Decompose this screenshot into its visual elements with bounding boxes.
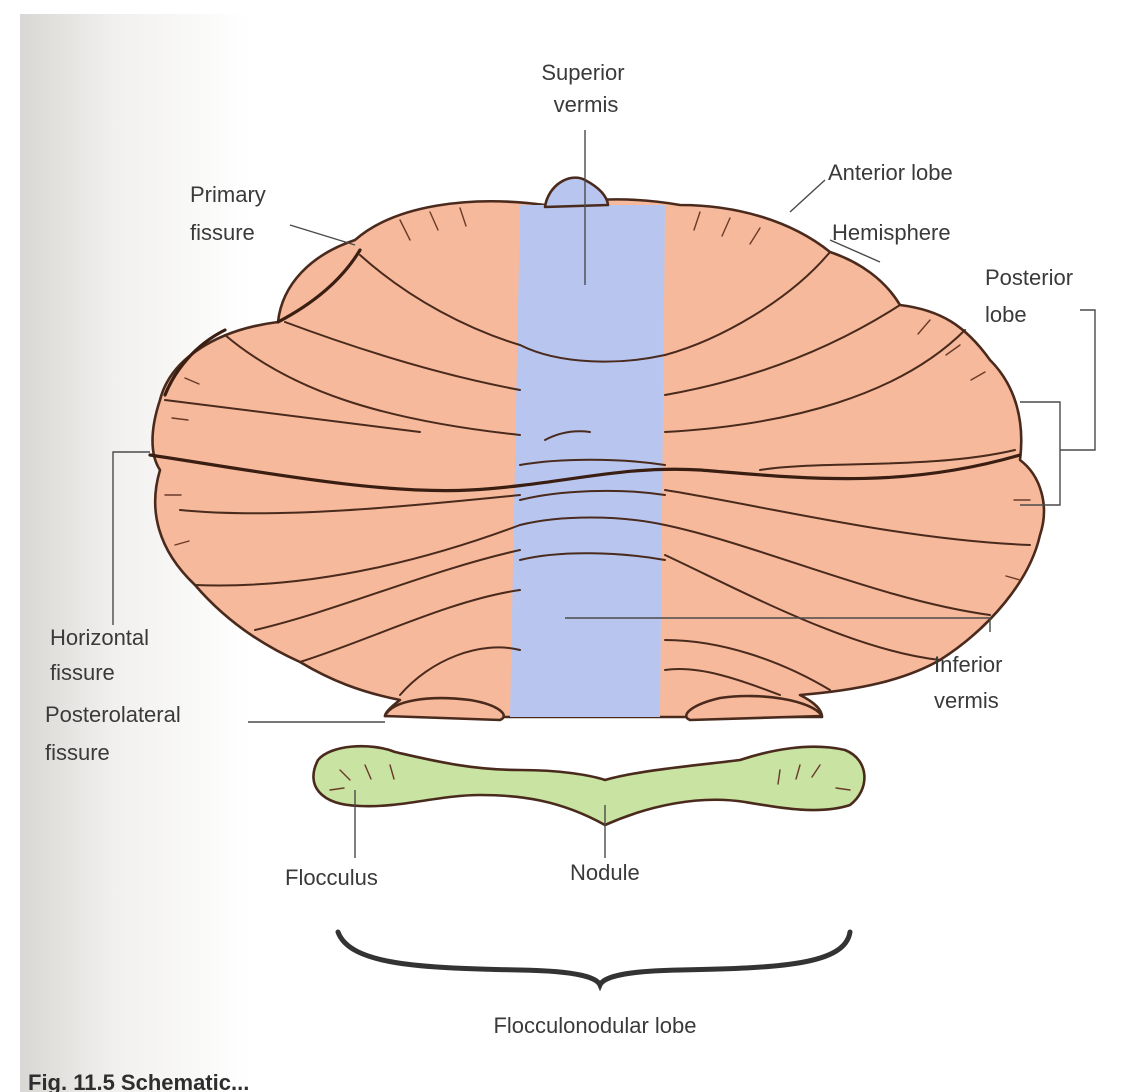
flocculus-notches [329,764,851,791]
vermis-fold-line [519,552,666,561]
margin-notches [164,207,1031,581]
inferior-vermis-leader [565,617,991,632]
fold-line [254,549,521,631]
vermis-fold-line [544,430,591,441]
label-superior-vermis: Superior vermis [541,60,630,117]
fold-line [664,489,1031,546]
flocculonodular-brace [335,929,853,992]
vermis-lower-bump [510,680,660,717]
fold-line [179,494,521,515]
anterior-lobe-leader [789,179,826,213]
vermis-fold-line [519,458,666,466]
posterior-lobe-bracket [1020,401,1061,506]
label-posterior-lobe: Posterior lobe [985,265,1079,327]
label-primary-fissure: Primary fissure [190,182,272,245]
primary-fissure-leader [289,224,356,246]
fold-line [664,304,901,396]
label-hemisphere: Hemisphere [832,220,951,245]
left-lower-tonsil [383,696,506,722]
cerebellum-body [148,176,1046,722]
fold-line [194,524,521,587]
posterior-fissure-line [163,328,227,397]
page-top-edge [0,0,1140,14]
vermis-band [510,205,665,717]
figure-caption: Fig. 11.5 Schematic... [28,1070,249,1092]
fold-line [299,589,521,663]
leader-lines [112,130,1096,858]
label-anterior-lobe: Anterior lobe [828,160,953,185]
label-horizontal-fissure: Horizontal fissure [50,625,155,685]
label-nodule: Nodule [570,860,640,885]
vermis-fold-line [519,516,666,526]
fold-line [284,321,521,391]
fold-line [664,668,781,696]
page-edge [0,0,20,1092]
fold-line [359,254,521,346]
hemisphere-leader [829,239,881,263]
label-flocculonodular-lobe: Flocculonodular lobe [493,1013,696,1038]
fold-line [664,251,831,356]
label-posterolateral-fissure: Posterolateral fissure [45,702,187,765]
fold-line [664,524,991,616]
horizontal-fissure-line [148,453,1022,493]
fold-line [224,334,521,436]
fold-line [399,646,521,696]
horizontal-fissure-bracket [112,451,150,625]
vermis-fold-line [519,489,666,501]
fold-line [164,399,421,433]
fold-line [664,329,966,433]
primary-fissure-line [276,248,362,324]
label-inferior-vermis: Inferior vermis [934,652,1009,713]
label-flocculus: Flocculus [285,865,378,890]
flocculonodular-lobe-shape [312,744,866,827]
right-lower-tonsil [684,694,824,722]
fold-line [759,449,1016,471]
fold-line [664,639,831,691]
vermis-fold-line [519,344,666,363]
posterior-lobe-leader [1060,309,1096,451]
fold-line [664,554,941,661]
